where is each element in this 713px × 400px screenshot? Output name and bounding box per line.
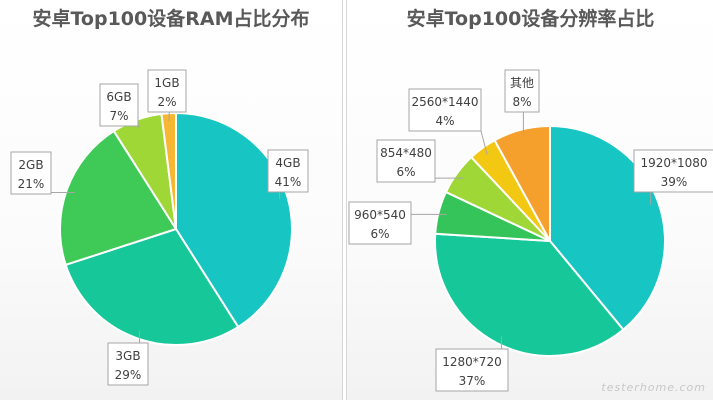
data-label-percent: 4% <box>435 114 454 128</box>
data-label-percent: 6% <box>370 227 389 241</box>
data-label-category: 其他 <box>510 76 534 90</box>
data-label-category: 4GB <box>275 156 300 170</box>
data-label-category: 1GB <box>154 76 179 90</box>
data-label-percent: 6% <box>396 165 415 179</box>
data-label: 854*480 6% <box>376 139 464 183</box>
data-label-percent: 8% <box>512 95 531 109</box>
resolution-chart-title: 安卓Top100设备分辨率占比 <box>406 8 655 30</box>
resolution-pie-chart: WeTest腾讯质量开放平台1920*108039%1280*72037%960… <box>348 69 713 392</box>
ram-chart-title: 安卓Top100设备RAM占比分布 <box>32 8 310 30</box>
pie-slice-3GB <box>64 227 240 346</box>
footer-watermark: testerhome.com <box>601 381 706 394</box>
data-label-percent: 2% <box>157 95 176 109</box>
pie-slice-其他 <box>493 124 551 242</box>
data-label-category: 1280*720 <box>442 355 501 369</box>
data-label-category: 960*540 <box>354 208 406 222</box>
data-label-percent: 41% <box>275 175 302 189</box>
data-label-category: 2GB <box>18 158 43 172</box>
ram-pie-chart: WeTest腾讯质量开放平台4GB41%3GB29%2GB21%6GB7%1GB… <box>10 69 309 386</box>
data-label-percent: 21% <box>18 177 45 191</box>
data-label: 其他 8% <box>504 69 540 138</box>
data-label: 2560*1440 4% <box>408 88 488 155</box>
ram-chart-panel: 安卓Top100设备RAM占比分布 WeTest腾讯质量开放平台4GB41%3G… <box>0 0 343 400</box>
data-label-category: 2560*1440 <box>411 95 478 109</box>
data-label: 1280*720 37% <box>435 336 509 392</box>
data-label-percent: 29% <box>115 368 142 382</box>
data-label-percent: 7% <box>109 109 128 123</box>
data-label-percent: 39% <box>661 175 688 189</box>
data-label-category: 1920*1080 <box>640 156 707 170</box>
pie-slice-1GB <box>160 111 177 230</box>
pie-slice-2GB <box>59 129 178 267</box>
data-label-category: 854*480 <box>380 146 432 160</box>
data-label-percent: 37% <box>459 374 486 388</box>
pie-slice-1280x720 <box>434 232 625 357</box>
data-label: 1920*1080 39% <box>633 149 713 205</box>
data-label-category: 3GB <box>115 349 140 363</box>
data-label: 960*540 6% <box>348 201 447 245</box>
data-label-category: 6GB <box>106 90 131 104</box>
resolution-chart-panel: 安卓Top100设备分辨率占比 WeTest腾讯质量开放平台1920*10803… <box>346 0 713 400</box>
